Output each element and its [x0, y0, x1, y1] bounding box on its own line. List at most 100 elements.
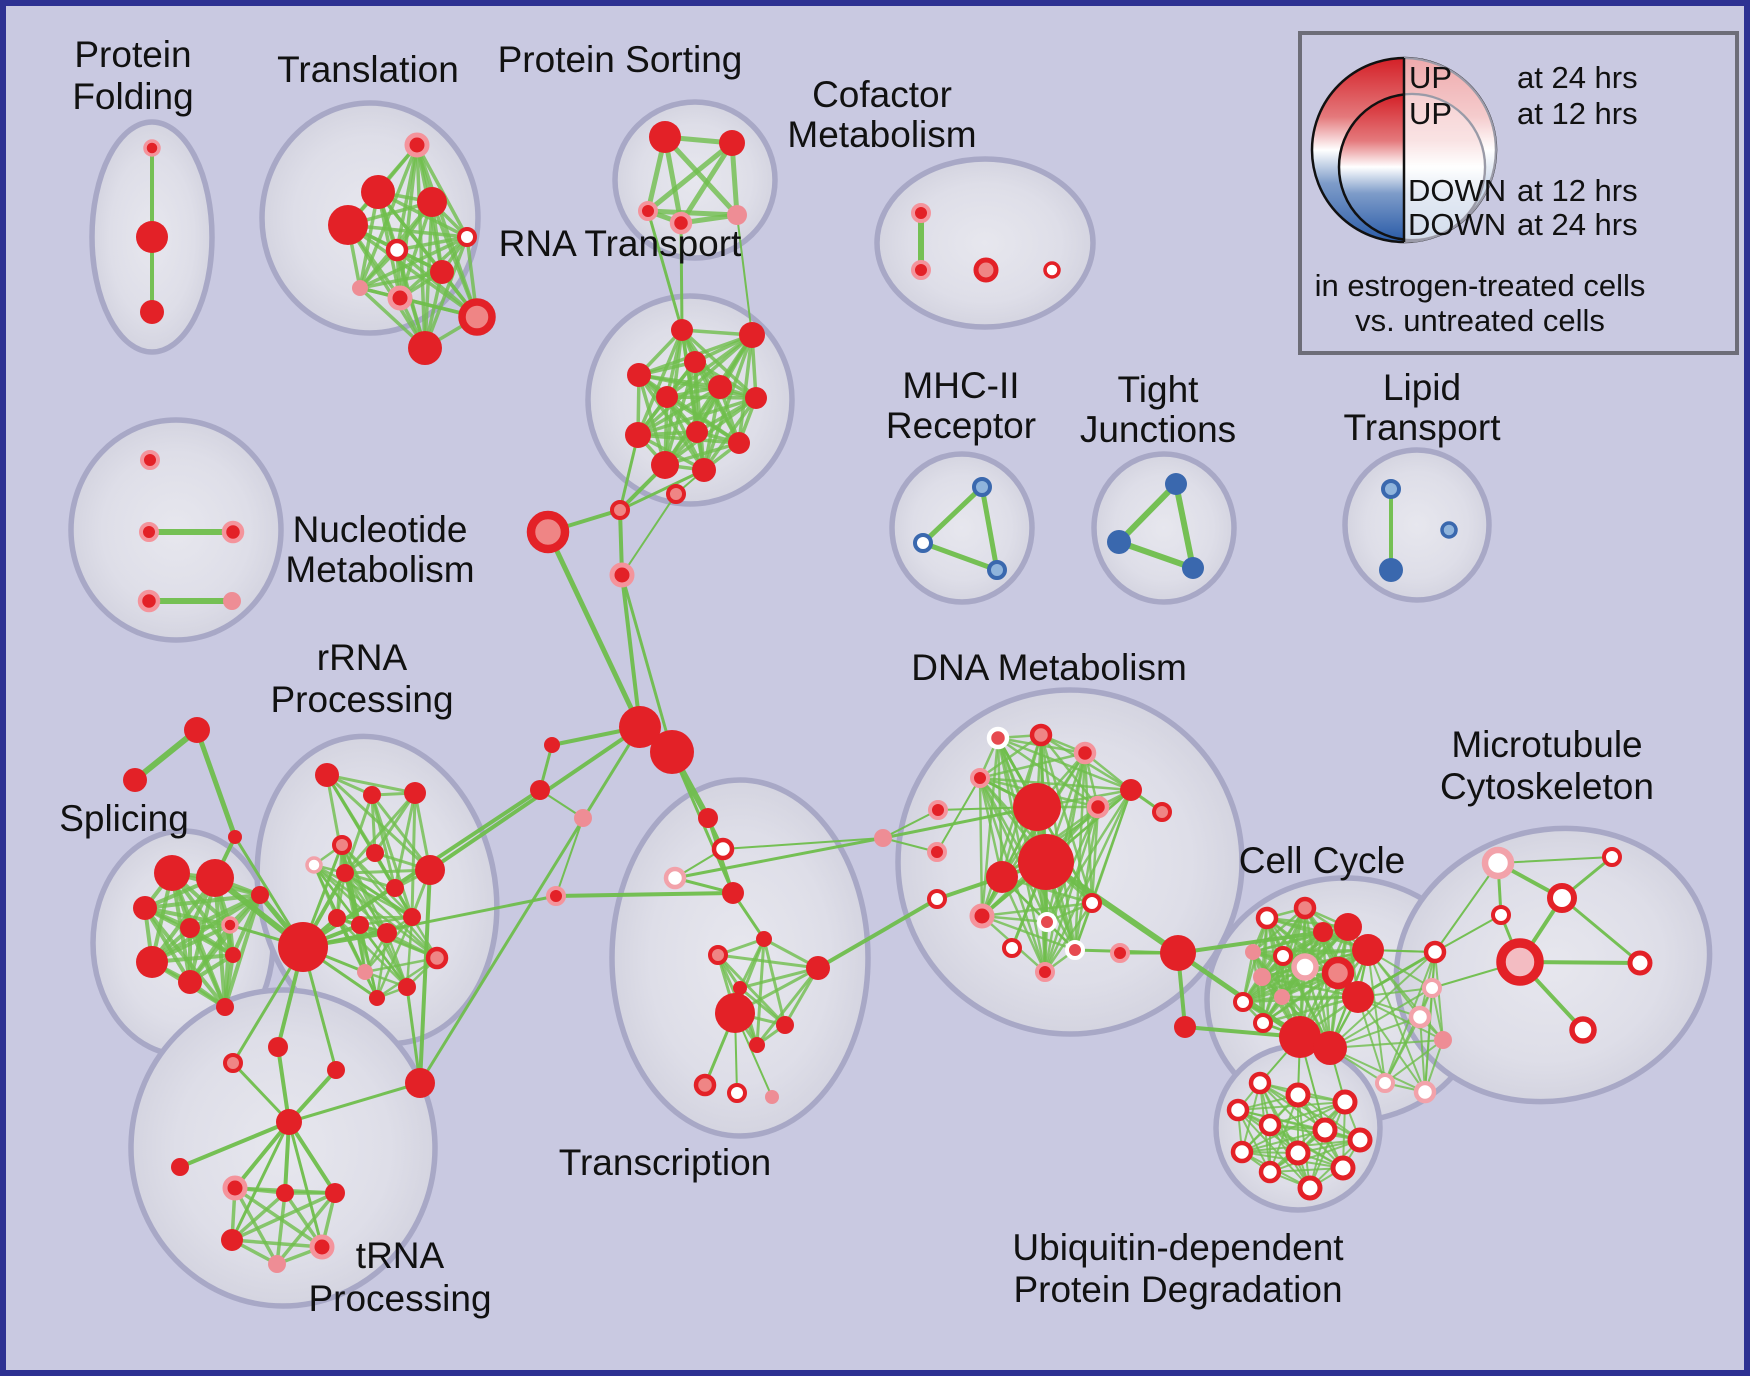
node-tri1[interactable]	[184, 717, 210, 743]
node-c20[interactable]	[1434, 1031, 1452, 1049]
node-d15[interactable]	[927, 889, 947, 909]
node-tr11[interactable]	[776, 1016, 794, 1034]
node-tr10[interactable]	[806, 956, 830, 980]
node-c14[interactable]	[1253, 1013, 1273, 1033]
node-c18[interactable]	[1422, 978, 1442, 998]
node-s10[interactable]	[216, 998, 234, 1016]
node-c21[interactable]	[1413, 1080, 1437, 1104]
node-r17[interactable]	[369, 990, 385, 1006]
node-cf3[interactable]	[973, 257, 999, 283]
node-t8[interactable]	[352, 280, 368, 296]
node-tr1[interactable]	[698, 808, 718, 828]
node-h4[interactable]	[221, 1229, 243, 1251]
node-c6[interactable]	[1313, 922, 1333, 942]
node-d7[interactable]	[1120, 779, 1142, 801]
node-hub1[interactable]	[619, 706, 661, 748]
node-d10[interactable]	[1018, 834, 1074, 890]
node-ch3[interactable]	[526, 510, 570, 554]
node-rt2[interactable]	[739, 322, 765, 348]
node-tj2[interactable]	[1107, 530, 1131, 554]
node-rt6[interactable]	[656, 386, 678, 408]
node-tj1[interactable]	[1165, 473, 1187, 495]
node-tr5[interactable]	[546, 886, 566, 906]
node-u8[interactable]	[1230, 1140, 1254, 1164]
node-t10[interactable]	[458, 298, 496, 336]
node-s6[interactable]	[136, 946, 168, 978]
node-h6[interactable]	[268, 1255, 286, 1273]
node-c7[interactable]	[1334, 913, 1362, 941]
node-tr12[interactable]	[749, 1037, 765, 1053]
node-c12[interactable]	[1274, 989, 1290, 1005]
node-mh1[interactable]	[972, 477, 992, 497]
node-rhub[interactable]	[278, 922, 328, 972]
node-t4[interactable]	[328, 205, 368, 245]
node-h3[interactable]	[325, 1183, 345, 1203]
node-lt2[interactable]	[1379, 558, 1403, 582]
node-pf1[interactable]	[143, 139, 161, 157]
node-m2[interactable]	[530, 780, 550, 800]
node-tl[interactable]	[171, 1158, 189, 1176]
node-n2[interactable]	[139, 522, 159, 542]
node-c13[interactable]	[1233, 992, 1253, 1012]
node-s4[interactable]	[180, 918, 200, 938]
node-r12[interactable]	[377, 923, 397, 943]
node-u9[interactable]	[1285, 1140, 1311, 1166]
node-d14[interactable]	[969, 903, 995, 929]
node-d2[interactable]	[1029, 723, 1053, 747]
node-r1[interactable]	[315, 763, 339, 787]
node-c1[interactable]	[1293, 896, 1317, 920]
node-m3[interactable]	[574, 809, 592, 827]
node-d22[interactable]	[1160, 935, 1196, 971]
node-h1[interactable]	[222, 1175, 248, 1201]
node-rt9[interactable]	[686, 421, 708, 443]
node-u3[interactable]	[1332, 1089, 1358, 1115]
node-r3[interactable]	[404, 782, 426, 804]
node-r16[interactable]	[425, 946, 449, 970]
node-rt12[interactable]	[692, 458, 716, 482]
node-tr15[interactable]	[765, 1090, 779, 1104]
node-pf3[interactable]	[140, 300, 164, 324]
node-cf1[interactable]	[911, 203, 931, 223]
node-tr13[interactable]	[693, 1073, 717, 1097]
node-mt3[interactable]	[1491, 905, 1511, 925]
node-d20[interactable]	[1110, 943, 1130, 963]
node-rt8[interactable]	[625, 422, 651, 448]
node-r2[interactable]	[363, 786, 381, 804]
node-c17[interactable]	[1423, 940, 1447, 964]
node-rt11[interactable]	[651, 451, 679, 479]
node-r4[interactable]	[332, 835, 352, 855]
node-cf4[interactable]	[1043, 261, 1061, 279]
node-mh2[interactable]	[913, 533, 933, 553]
node-r10[interactable]	[328, 909, 346, 927]
node-d12[interactable]	[927, 842, 947, 862]
node-d1[interactable]	[986, 726, 1010, 750]
node-tr9[interactable]	[715, 993, 755, 1033]
node-d13[interactable]	[874, 829, 892, 847]
node-r15[interactable]	[398, 978, 416, 996]
node-d4[interactable]	[970, 768, 990, 788]
node-th[interactable]	[276, 1109, 302, 1135]
node-s2[interactable]	[196, 859, 234, 897]
node-u2[interactable]	[1285, 1082, 1311, 1108]
node-u12[interactable]	[1297, 1175, 1323, 1201]
node-mt2[interactable]	[1547, 883, 1577, 913]
node-ps4[interactable]	[669, 211, 693, 235]
node-rt4[interactable]	[627, 363, 651, 387]
node-lt1[interactable]	[1381, 479, 1401, 499]
node-u7[interactable]	[1347, 1127, 1373, 1153]
node-rl3[interactable]	[327, 1061, 345, 1079]
node-t3[interactable]	[417, 187, 447, 217]
node-s8[interactable]	[251, 886, 269, 904]
node-mt7[interactable]	[1602, 847, 1622, 867]
node-u10[interactable]	[1330, 1155, 1356, 1181]
node-u1[interactable]	[1248, 1071, 1272, 1095]
node-mh3[interactable]	[987, 560, 1007, 580]
node-d11[interactable]	[986, 861, 1018, 893]
node-h2[interactable]	[276, 1184, 294, 1202]
node-r6[interactable]	[336, 864, 354, 882]
node-c15[interactable]	[1279, 1016, 1321, 1058]
node-c4[interactable]	[1273, 946, 1293, 966]
node-n1[interactable]	[140, 450, 160, 470]
node-ch1[interactable]	[610, 500, 630, 520]
node-ps5[interactable]	[727, 205, 747, 225]
